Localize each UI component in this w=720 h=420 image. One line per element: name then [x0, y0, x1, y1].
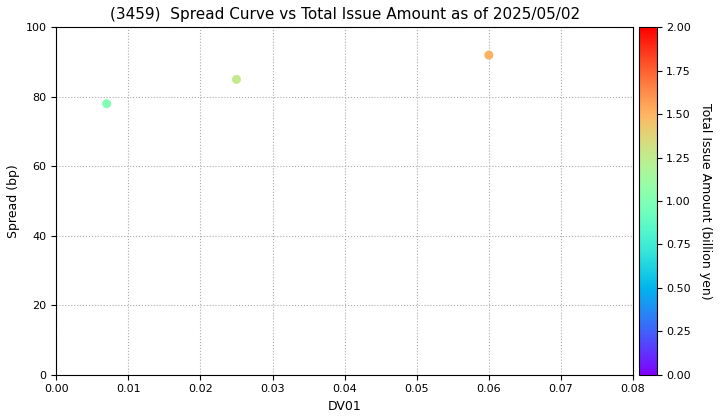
Y-axis label: Total Issue Amount (billion yen): Total Issue Amount (billion yen) [699, 103, 712, 299]
Point [101, 100, 112, 107]
X-axis label: DV01: DV01 [328, 400, 361, 413]
Title: (3459)  Spread Curve vs Total Issue Amount as of 2025/05/02: (3459) Spread Curve vs Total Issue Amoun… [109, 7, 580, 22]
Point [230, 76, 242, 83]
Point [483, 52, 495, 58]
Y-axis label: Spread (bp): Spread (bp) [7, 164, 20, 238]
